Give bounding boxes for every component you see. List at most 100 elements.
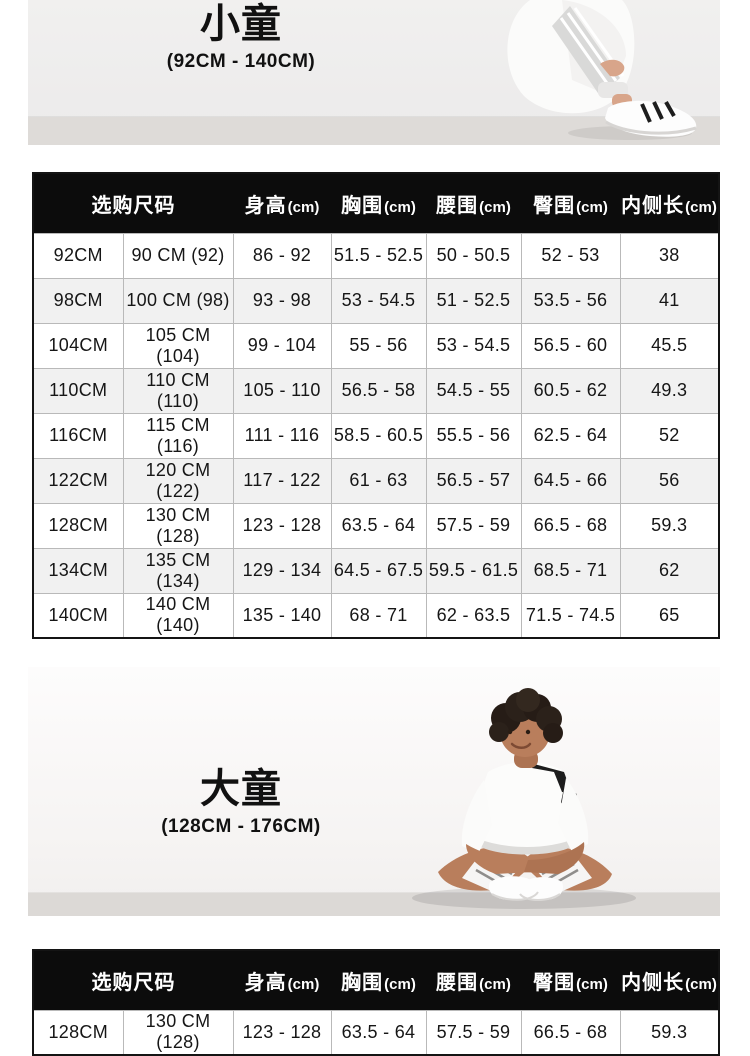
size-table-cell: 56.5 - 58	[330, 367, 427, 414]
size-table-cell: 53.5 - 56	[520, 277, 621, 324]
size-table-cell: 49.3	[619, 367, 720, 414]
size-table-cell: 71.5 - 74.5	[520, 592, 621, 639]
small-kids-hero-section: 小童 (92CM - 140CM)	[28, 0, 720, 145]
small-kids-title: 小童	[200, 2, 282, 46]
size-table-row: 134CM 135 CM (134) 129 - 134 64.5 - 67.5 59.…	[32, 547, 720, 594]
size-table-cell: 68 - 71	[330, 592, 427, 639]
size-table-cell: 54.5 - 55	[425, 367, 522, 414]
size-table-cell: 140CM	[32, 592, 124, 639]
size-table-cell: 130 CM (128)	[122, 502, 234, 549]
size-table-cell: 110CM	[32, 367, 124, 414]
size-table-row: 98CM 100 CM (98) 93 - 98 53 - 54.5 51 - 52.5…	[32, 277, 720, 324]
column-header-chest: 胸围(cm)	[331, 173, 426, 233]
column-header-waist: 腰围(cm)	[426, 173, 521, 233]
size-table-row: 104CM 105 CM (104) 99 - 104 55 - 56 53 - 54.…	[32, 322, 720, 369]
size-table-cell: 111 - 116	[232, 412, 332, 459]
size-table-cell: 92CM	[32, 232, 124, 279]
size-table-cell: 65	[619, 592, 720, 639]
size-table-cell: 45.5	[619, 322, 720, 369]
size-table-row: 140CM 140 CM (140) 135 - 140 68 - 71 62 - 63…	[32, 592, 720, 639]
size-table-cell: 56.5 - 60	[520, 322, 621, 369]
small-kids-size-table: 选购尺码 身高(cm) 胸围(cm) 腰围(cm) 臀围(cm) 内侧长(cm)…	[32, 172, 720, 639]
size-table-cell: 66.5 - 68	[520, 1009, 621, 1056]
size-table-cell: 41	[619, 277, 720, 324]
column-header-hip: 臀围(cm)	[521, 950, 620, 1010]
size-table-cell: 120 CM (122)	[122, 457, 234, 504]
big-kids-title: 大童	[200, 767, 282, 811]
size-table-cell: 105 - 110	[232, 367, 332, 414]
size-table-cell: 59.5 - 61.5	[425, 547, 522, 594]
big-kids-heading: 大童 (128CM - 176CM)	[56, 767, 426, 838]
size-table-cell: 86 - 92	[232, 232, 332, 279]
table-header-row: 选购尺码 身高(cm) 胸围(cm) 腰围(cm) 臀围(cm) 内侧长(cm)	[33, 173, 719, 233]
size-table-cell: 59.3	[619, 502, 720, 549]
size-table-row: 92CM 90 CM (92) 86 - 92 51.5 - 52.5 50 - 50.…	[32, 232, 720, 279]
column-header-size: 选购尺码	[33, 173, 233, 233]
big-kids-range: (128CM - 176CM)	[161, 816, 321, 837]
size-table-row: 110CM 110 CM (110) 105 - 110 56.5 - 58 54.5 …	[32, 367, 720, 414]
size-table-cell: 140 CM (140)	[122, 592, 234, 639]
size-table-cell: 61 - 63	[330, 457, 427, 504]
size-table-cell: 53 - 54.5	[330, 277, 427, 324]
table-header-row: 选购尺码 身高(cm) 胸围(cm) 腰围(cm) 臀围(cm) 内侧长(cm)	[33, 950, 719, 1010]
size-table-cell: 58.5 - 60.5	[330, 412, 427, 459]
size-table-cell: 60.5 - 62	[520, 367, 621, 414]
size-table-cell: 52 - 53	[520, 232, 621, 279]
size-table-cell: 62 - 63.5	[425, 592, 522, 639]
size-table-cell: 130 CM (128)	[122, 1009, 234, 1056]
size-table-cell: 56.5 - 57	[425, 457, 522, 504]
size-table-cell: 68.5 - 71	[520, 547, 621, 594]
size-table-cell: 105 CM (104)	[122, 322, 234, 369]
size-table-cell: 51.5 - 52.5	[330, 232, 427, 279]
size-table-cell: 98CM	[32, 277, 124, 324]
size-table-cell: 55 - 56	[330, 322, 427, 369]
column-header-height: 身高(cm)	[233, 950, 331, 1010]
boy-sitting-cross-legged-photo	[412, 688, 636, 909]
size-table-cell: 135 CM (134)	[122, 547, 234, 594]
size-table-row: 128CM 130 CM (128) 123 - 128 63.5 - 64 57.5 …	[32, 502, 720, 549]
size-table-cell: 62	[619, 547, 720, 594]
size-table-row: 128CM 130 CM (128) 123 - 128 63.5 - 64 57.5 …	[32, 1009, 720, 1056]
size-table-cell: 57.5 - 59	[425, 1009, 522, 1056]
column-header-hip: 臀围(cm)	[521, 173, 620, 233]
size-table-cell: 52	[619, 412, 720, 459]
size-table-cell: 99 - 104	[232, 322, 332, 369]
size-table-cell: 55.5 - 56	[425, 412, 522, 459]
size-table-cell: 116CM	[32, 412, 124, 459]
size-table-cell: 134CM	[32, 547, 124, 594]
column-header-inseam: 内侧长(cm)	[620, 950, 719, 1010]
size-table-cell: 57.5 - 59	[425, 502, 522, 549]
size-table-cell: 115 CM (116)	[122, 412, 234, 459]
size-table-cell: 123 - 128	[232, 502, 332, 549]
hero-floor	[28, 117, 720, 145]
size-table-row: 122CM 120 CM (122) 117 - 122 61 - 63 56.5 - …	[32, 457, 720, 504]
size-table-cell: 38	[619, 232, 720, 279]
size-table-cell: 123 - 128	[232, 1009, 332, 1056]
size-table-cell: 117 - 122	[232, 457, 332, 504]
column-header-size: 选购尺码	[33, 950, 233, 1010]
small-kids-range: (92CM - 140CM)	[166, 51, 316, 72]
size-table-cell: 51 - 52.5	[425, 277, 522, 324]
column-header-inseam: 内侧长(cm)	[620, 173, 719, 233]
size-table-cell: 128CM	[32, 1009, 124, 1056]
size-table-cell: 104CM	[32, 322, 124, 369]
big-kids-size-table: 选购尺码 身高(cm) 胸围(cm) 腰围(cm) 臀围(cm) 内侧长(cm)…	[32, 949, 720, 1056]
size-table-cell: 63.5 - 64	[330, 1009, 427, 1056]
size-table-cell: 122CM	[32, 457, 124, 504]
size-table-cell: 128CM	[32, 502, 124, 549]
size-table-cell: 64.5 - 66	[520, 457, 621, 504]
size-table-cell: 63.5 - 64	[330, 502, 427, 549]
size-table-cell: 66.5 - 68	[520, 502, 621, 549]
size-table-cell: 135 - 140	[232, 592, 332, 639]
size-table-cell: 90 CM (92)	[122, 232, 234, 279]
size-table-cell: 62.5 - 64	[520, 412, 621, 459]
small-kids-heading: 小童 (92CM - 140CM)	[56, 2, 426, 73]
size-table-cell: 50 - 50.5	[425, 232, 522, 279]
size-table-cell: 59.3	[619, 1009, 720, 1056]
size-table-cell: 53 - 54.5	[425, 322, 522, 369]
child-legs-white-sneaker-photo	[507, 0, 697, 140]
column-header-waist: 腰围(cm)	[426, 950, 521, 1010]
column-header-chest: 胸围(cm)	[331, 950, 426, 1010]
big-kids-hero-section: 大童 (128CM - 176CM)	[28, 667, 720, 916]
size-table-cell: 100 CM (98)	[122, 277, 234, 324]
